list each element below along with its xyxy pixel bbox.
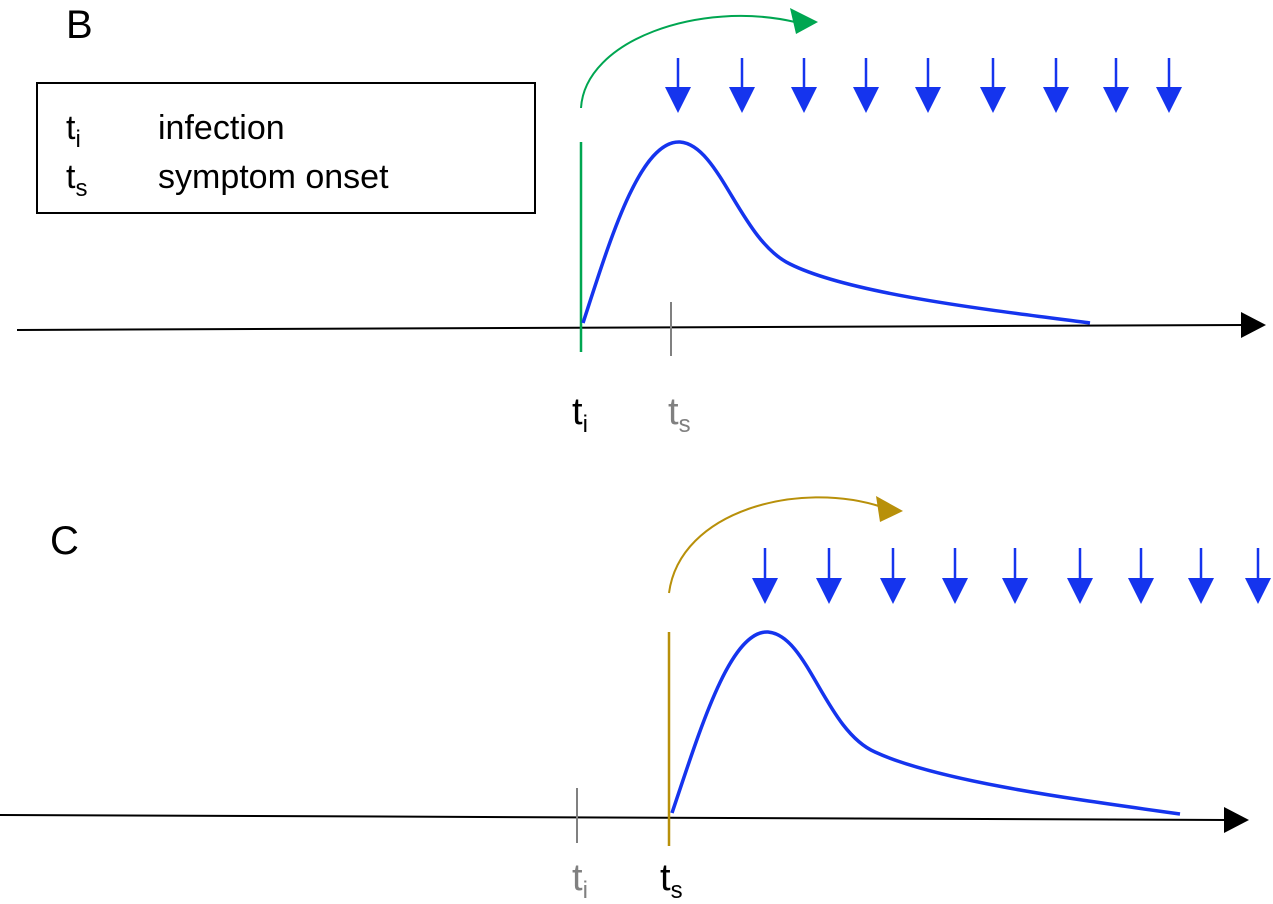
down-arrow xyxy=(816,548,842,604)
legend-item-symptom-symbol: ts xyxy=(66,158,87,202)
panel-c-down-arrows xyxy=(752,548,1271,604)
down-arrow xyxy=(1188,548,1214,604)
down-arrow xyxy=(853,58,879,113)
down-arrow xyxy=(1002,548,1028,604)
panel-c-curved-arrow-head xyxy=(876,496,903,522)
down-arrow-head xyxy=(816,578,842,604)
panel-b-time-axis xyxy=(16,324,1246,331)
panel-b-curved-arrow-head xyxy=(790,8,818,34)
panel-b-axis-arrow-head xyxy=(1241,312,1266,338)
down-arrow xyxy=(1128,548,1154,604)
panel-c-tick-ts: ts xyxy=(660,857,683,904)
legend: ti infection ts symptom onset xyxy=(36,82,536,214)
down-arrow-head xyxy=(1156,87,1182,113)
panel-b-down-arrows xyxy=(665,58,1182,113)
down-arrow xyxy=(752,548,778,604)
legend-item-infection-symbol: ti xyxy=(66,109,81,153)
panel-b-letter: B xyxy=(66,3,93,47)
down-arrow-head xyxy=(853,87,879,113)
legend-box xyxy=(36,82,536,214)
down-arrow-head xyxy=(729,87,755,113)
panel-b: B ti infection ts symptom onset ti ts xyxy=(16,3,1266,438)
down-arrow xyxy=(1043,58,1069,113)
legend-item-symptom-label: symptom onset xyxy=(158,158,389,196)
panel-c: C ti ts xyxy=(0,496,1271,904)
legend-item-infection-label: infection xyxy=(158,109,285,147)
panel-c-axis-arrow-head xyxy=(1224,807,1249,833)
down-arrow-head xyxy=(1067,578,1093,604)
panel-c-viral-load-curve xyxy=(670,630,1181,816)
down-arrow-head xyxy=(752,578,778,604)
panel-b-tick-ti: ti xyxy=(572,391,588,438)
down-arrow-head xyxy=(791,87,817,113)
down-arrow-head xyxy=(915,87,941,113)
down-arrow-head xyxy=(880,578,906,604)
down-arrow xyxy=(1103,58,1129,113)
down-arrow-head xyxy=(1002,578,1028,604)
panel-b-curved-arrow xyxy=(580,14,796,109)
panel-c-time-axis xyxy=(0,814,1229,821)
panel-c-letter: C xyxy=(50,519,79,563)
down-arrow xyxy=(665,58,691,113)
down-arrow xyxy=(791,58,817,113)
panel-b-viral-load-curve xyxy=(581,140,1091,325)
down-arrow-head xyxy=(1103,87,1129,113)
down-arrow-head xyxy=(1245,578,1271,604)
panel-b-tick-ts: ts xyxy=(668,391,691,438)
down-arrow xyxy=(1156,58,1182,113)
down-arrow xyxy=(880,548,906,604)
panel-c-tick-ti: ti xyxy=(572,857,588,904)
down-arrow xyxy=(729,58,755,113)
down-arrow xyxy=(980,58,1006,113)
down-arrow-head xyxy=(1188,578,1214,604)
down-arrow-head xyxy=(665,87,691,113)
down-arrow-head xyxy=(1043,87,1069,113)
down-arrow-head xyxy=(1128,578,1154,604)
down-arrow xyxy=(942,548,968,604)
panel-c-curved-arrow xyxy=(668,496,883,594)
down-arrow-head xyxy=(980,87,1006,113)
down-arrow xyxy=(1245,548,1271,604)
down-arrow xyxy=(1067,548,1093,604)
down-arrow xyxy=(915,58,941,113)
down-arrow-head xyxy=(942,578,968,604)
